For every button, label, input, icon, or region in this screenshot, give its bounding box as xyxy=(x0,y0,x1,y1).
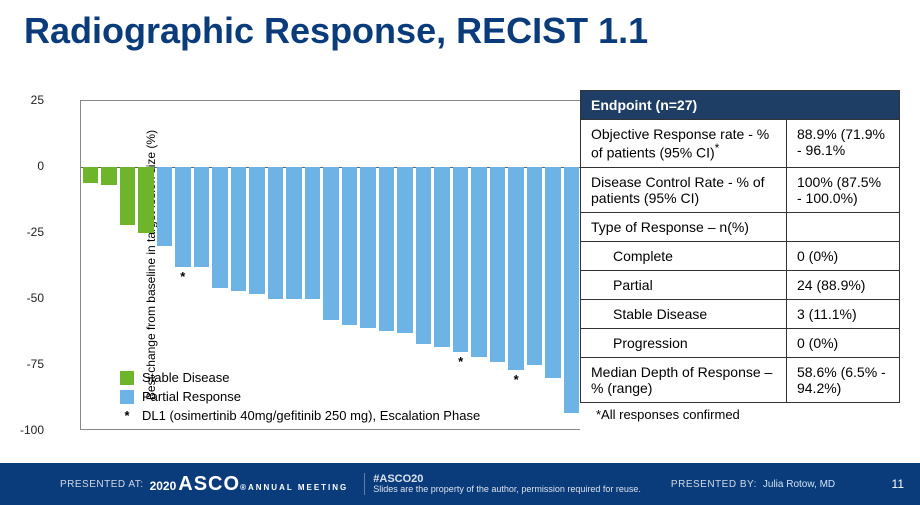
presented-by-label: PRESENTED BY: xyxy=(671,479,757,490)
table-row: Type of Response – n(%) xyxy=(581,212,900,241)
bar-fill xyxy=(360,167,376,328)
bar-fill xyxy=(397,167,413,333)
legend-label: Stable Disease xyxy=(142,370,229,385)
bar-fill xyxy=(120,167,136,225)
y-tick: -25 xyxy=(27,225,44,239)
disclaimer: Slides are the property of the author, p… xyxy=(373,484,641,494)
asco-name: ASCO xyxy=(178,473,240,496)
row-value: 88.9% (71.9% - 96.1% xyxy=(786,120,899,168)
trademark-icon: ® xyxy=(240,483,246,492)
author-name: Julia Rotow, MD xyxy=(763,479,835,490)
asco-logo: 2020 ASCO ® ANNUAL MEETING xyxy=(150,473,349,496)
row-value: 58.6% (6.5% - 94.2%) xyxy=(786,357,899,402)
bar-fill xyxy=(157,167,173,246)
bar-fill xyxy=(416,167,432,344)
bar-fill xyxy=(212,167,228,288)
row-key: Median Depth of Response – % (range) xyxy=(581,357,787,402)
presented-at-label: PRESENTED AT: xyxy=(60,479,144,490)
table-row: Objective Response rate - % of patients … xyxy=(581,120,900,168)
y-tick: 0 xyxy=(37,159,44,173)
row-key: Disease Control Rate - % of patients (95… xyxy=(581,167,787,212)
legend-label: Partial Response xyxy=(142,389,241,404)
endpoint-panel: Endpoint (n=27) Objective Response rate … xyxy=(580,90,900,450)
bar-fill xyxy=(101,167,117,185)
asco-year: 2020 xyxy=(150,479,177,493)
asco-sub: ANNUAL MEETING xyxy=(248,483,348,492)
bar-fill xyxy=(268,167,284,299)
table-row: Partial24 (88.9%) xyxy=(581,270,900,299)
table-row: Progression0 (0%) xyxy=(581,328,900,357)
row-key: Partial xyxy=(581,270,787,299)
bar-fill xyxy=(564,167,580,413)
table-body: Objective Response rate - % of patients … xyxy=(581,120,900,403)
bar-fill xyxy=(305,167,321,299)
y-tick: -100 xyxy=(20,423,44,437)
table-header: Endpoint (n=27) xyxy=(581,91,900,120)
bar-fill xyxy=(83,167,99,183)
row-key: Stable Disease xyxy=(581,299,787,328)
bar-fill xyxy=(286,167,302,299)
page-number: 11 xyxy=(892,477,904,491)
y-tick: 25 xyxy=(31,93,44,107)
asterisk-icon: * xyxy=(458,354,463,369)
asterisk-icon: * xyxy=(514,372,519,387)
slide-footer: PRESENTED AT: 2020 ASCO ® ANNUAL MEETING… xyxy=(0,463,920,505)
bar-fill xyxy=(194,167,210,267)
legend-item: Partial Response xyxy=(120,389,480,404)
row-key: Progression xyxy=(581,328,787,357)
y-tick: -50 xyxy=(27,291,44,305)
bar-fill xyxy=(453,167,469,352)
main-content: Best change from baseline in target lesi… xyxy=(20,90,900,450)
bar-fill xyxy=(231,167,247,291)
y-tick: -75 xyxy=(27,357,44,371)
table-row: Disease Control Rate - % of patients (95… xyxy=(581,167,900,212)
superscript: * xyxy=(715,142,720,155)
row-value: 100% (87.5% - 100.0%) xyxy=(786,167,899,212)
bar-fill xyxy=(175,167,191,267)
endpoint-table: Endpoint (n=27) Objective Response rate … xyxy=(580,90,900,403)
row-value: 3 (11.1%) xyxy=(786,299,899,328)
waterfall-chart: Best change from baseline in target lesi… xyxy=(20,90,570,440)
footer-tag: #ASCO20 Slides are the property of the a… xyxy=(364,473,641,495)
table-row: Median Depth of Response – % (range)58.6… xyxy=(581,357,900,402)
bar-fill xyxy=(434,167,450,347)
row-key: Complete xyxy=(581,241,787,270)
slide-title: Radiographic Response, RECIST 1.1 xyxy=(24,10,648,52)
legend-swatch xyxy=(120,390,134,404)
asterisk-icon: * xyxy=(180,269,185,284)
table-footnote: *All responses confirmed xyxy=(580,403,900,422)
bar-fill xyxy=(490,167,506,362)
chart-legend: Stable Disease Partial Response * DL1 (osim… xyxy=(120,370,480,427)
row-value: 0 (0%) xyxy=(786,328,899,357)
bar-fill xyxy=(342,167,358,325)
bar-fill xyxy=(508,167,524,370)
legend-item: * DL1 (osimertinib 40mg/gefitinib 250 mg)… xyxy=(120,408,480,423)
row-value: 0 (0%) xyxy=(786,241,899,270)
table-row: Complete0 (0%) xyxy=(581,241,900,270)
legend-label: DL1 (osimertinib 40mg/gefitinib 250 mg),… xyxy=(142,408,480,423)
row-value xyxy=(786,212,899,241)
slide: { "title": { "text": "Radiographic Respo… xyxy=(0,0,920,505)
bar-fill xyxy=(379,167,395,331)
row-key: Type of Response – n(%) xyxy=(581,212,787,241)
bar-fill xyxy=(471,167,487,357)
bar-fill xyxy=(323,167,339,320)
table-row: Stable Disease3 (11.1%) xyxy=(581,299,900,328)
legend-item: Stable Disease xyxy=(120,370,480,385)
legend-mark-icon: * xyxy=(120,408,134,423)
row-key: Objective Response rate - % of patients … xyxy=(581,120,787,168)
legend-swatch xyxy=(120,371,134,385)
bar-fill xyxy=(527,167,543,365)
bar-fill xyxy=(545,167,561,378)
bar-fill xyxy=(249,167,265,294)
row-value: 24 (88.9%) xyxy=(786,270,899,299)
bar-fill xyxy=(138,167,154,233)
